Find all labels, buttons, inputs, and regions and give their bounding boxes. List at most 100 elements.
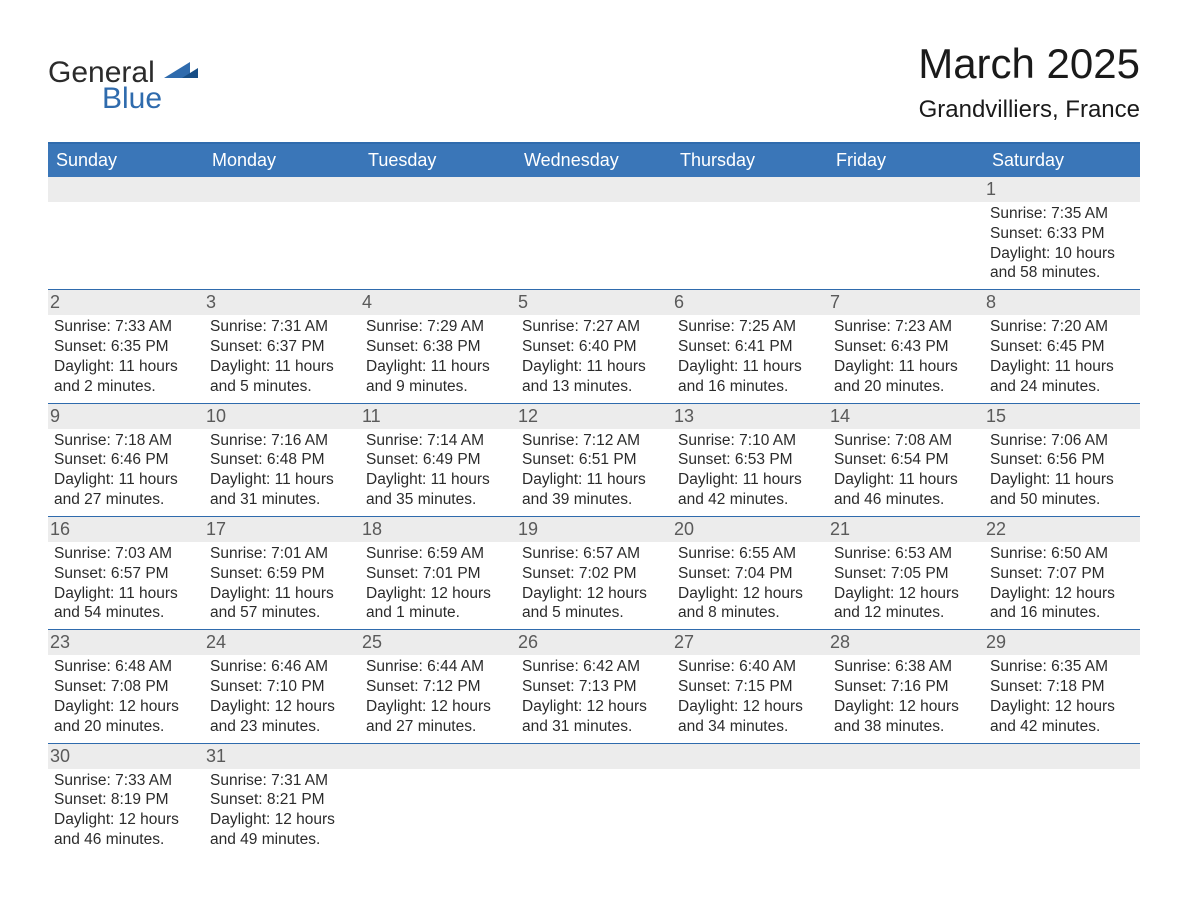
day-sunset: Sunset: 6:57 PM [54, 564, 198, 584]
day-sunset: Sunset: 6:53 PM [678, 450, 822, 470]
day-sunrise: Sunrise: 7:23 AM [834, 317, 978, 337]
day-sunrise: Sunrise: 7:29 AM [366, 317, 510, 337]
day-data [360, 202, 516, 289]
day-sunset: Sunset: 7:12 PM [366, 677, 510, 697]
day-data: Sunrise: 7:08 AMSunset: 6:54 PMDaylight:… [828, 429, 984, 516]
title-block: March 2025 Grandvilliers, France [918, 40, 1140, 124]
day-daylight1: Daylight: 12 hours [210, 697, 354, 717]
day-sunset: Sunset: 7:08 PM [54, 677, 198, 697]
calendar-week: 1Sunrise: 7:35 AMSunset: 6:33 PMDaylight… [48, 177, 1140, 289]
day-number: 13 [672, 404, 828, 429]
day-number: 28 [828, 630, 984, 655]
day-daylight1: Daylight: 12 hours [834, 697, 978, 717]
daynum-row: 9101112131415 [48, 404, 1140, 429]
day-data: Sunrise: 7:25 AMSunset: 6:41 PMDaylight:… [672, 315, 828, 402]
day-sunrise: Sunrise: 7:33 AM [54, 317, 198, 337]
daynum-row: 2345678 [48, 290, 1140, 315]
day-daylight2: and 20 minutes. [834, 377, 978, 397]
day-sunrise: Sunrise: 7:35 AM [990, 204, 1134, 224]
daydata-row: Sunrise: 7:33 AMSunset: 8:19 PMDaylight:… [48, 769, 1140, 856]
day-daylight1: Daylight: 10 hours [990, 244, 1134, 264]
day-number: 7 [828, 290, 984, 315]
calendar-week: 2345678Sunrise: 7:33 AMSunset: 6:35 PMDa… [48, 289, 1140, 402]
day-daylight1: Daylight: 12 hours [366, 697, 510, 717]
day-sunset: Sunset: 6:45 PM [990, 337, 1134, 357]
calendar-week: 9101112131415Sunrise: 7:18 AMSunset: 6:4… [48, 403, 1140, 516]
day-daylight1: Daylight: 12 hours [522, 584, 666, 604]
day-data [828, 202, 984, 289]
calendar-header-row: SundayMondayTuesdayWednesdayThursdayFrid… [48, 144, 1140, 177]
day-sunrise: Sunrise: 6:59 AM [366, 544, 510, 564]
day-data: Sunrise: 7:31 AMSunset: 6:37 PMDaylight:… [204, 315, 360, 402]
calendar-week: 23242526272829Sunrise: 6:48 AMSunset: 7:… [48, 629, 1140, 742]
day-sunset: Sunset: 8:19 PM [54, 790, 198, 810]
day-sunrise: Sunrise: 7:31 AM [210, 771, 354, 791]
day-daylight1: Daylight: 11 hours [990, 357, 1134, 377]
day-sunrise: Sunrise: 7:12 AM [522, 431, 666, 451]
day-sunset: Sunset: 6:41 PM [678, 337, 822, 357]
day-number: 2 [48, 290, 204, 315]
day-data: Sunrise: 6:59 AMSunset: 7:01 PMDaylight:… [360, 542, 516, 629]
day-data: Sunrise: 7:12 AMSunset: 6:51 PMDaylight:… [516, 429, 672, 516]
day-sunset: Sunset: 6:51 PM [522, 450, 666, 470]
daydata-row: Sunrise: 7:03 AMSunset: 6:57 PMDaylight:… [48, 542, 1140, 629]
day-data: Sunrise: 7:33 AMSunset: 6:35 PMDaylight:… [48, 315, 204, 402]
day-data: Sunrise: 7:03 AMSunset: 6:57 PMDaylight:… [48, 542, 204, 629]
day-number: 3 [204, 290, 360, 315]
day-daylight2: and 46 minutes. [834, 490, 978, 510]
day-sunrise: Sunrise: 6:55 AM [678, 544, 822, 564]
day-number [672, 744, 828, 769]
daynum-row: 1 [48, 177, 1140, 202]
day-data: Sunrise: 6:55 AMSunset: 7:04 PMDaylight:… [672, 542, 828, 629]
day-sunrise: Sunrise: 7:18 AM [54, 431, 198, 451]
day-daylight2: and 12 minutes. [834, 603, 978, 623]
day-daylight2: and 49 minutes. [210, 830, 354, 850]
day-daylight2: and 16 minutes. [990, 603, 1134, 623]
day-data: Sunrise: 6:57 AMSunset: 7:02 PMDaylight:… [516, 542, 672, 629]
daynum-row: 23242526272829 [48, 630, 1140, 655]
day-daylight1: Daylight: 11 hours [678, 357, 822, 377]
day-sunset: Sunset: 6:37 PM [210, 337, 354, 357]
day-data: Sunrise: 6:48 AMSunset: 7:08 PMDaylight:… [48, 655, 204, 742]
day-data: Sunrise: 6:53 AMSunset: 7:05 PMDaylight:… [828, 542, 984, 629]
day-daylight2: and 57 minutes. [210, 603, 354, 623]
day-number: 16 [48, 517, 204, 542]
logo-text: General Blue [48, 58, 162, 114]
day-number: 12 [516, 404, 672, 429]
day-data: Sunrise: 7:33 AMSunset: 8:19 PMDaylight:… [48, 769, 204, 856]
day-number [672, 177, 828, 202]
day-daylight2: and 35 minutes. [366, 490, 510, 510]
day-number: 5 [516, 290, 672, 315]
day-sunrise: Sunrise: 7:20 AM [990, 317, 1134, 337]
day-sunset: Sunset: 7:07 PM [990, 564, 1134, 584]
day-sunset: Sunset: 6:40 PM [522, 337, 666, 357]
day-daylight1: Daylight: 12 hours [54, 810, 198, 830]
day-sunrise: Sunrise: 7:33 AM [54, 771, 198, 791]
day-data: Sunrise: 6:35 AMSunset: 7:18 PMDaylight:… [984, 655, 1140, 742]
day-daylight2: and 38 minutes. [834, 717, 978, 737]
day-number: 6 [672, 290, 828, 315]
day-sunset: Sunset: 6:59 PM [210, 564, 354, 584]
weekday-header-wednesday: Wednesday [516, 144, 672, 177]
day-number: 14 [828, 404, 984, 429]
daydata-row: Sunrise: 7:35 AMSunset: 6:33 PMDaylight:… [48, 202, 1140, 289]
day-daylight1: Daylight: 11 hours [210, 584, 354, 604]
day-daylight2: and 31 minutes. [522, 717, 666, 737]
day-number [984, 744, 1140, 769]
day-sunset: Sunset: 7:10 PM [210, 677, 354, 697]
day-daylight2: and 16 minutes. [678, 377, 822, 397]
day-data [828, 769, 984, 856]
day-sunset: Sunset: 6:38 PM [366, 337, 510, 357]
day-sunrise: Sunrise: 6:35 AM [990, 657, 1134, 677]
day-sunset: Sunset: 6:43 PM [834, 337, 978, 357]
day-number: 1 [984, 177, 1140, 202]
day-sunrise: Sunrise: 6:46 AM [210, 657, 354, 677]
day-sunrise: Sunrise: 7:08 AM [834, 431, 978, 451]
day-data: Sunrise: 7:27 AMSunset: 6:40 PMDaylight:… [516, 315, 672, 402]
day-sunrise: Sunrise: 7:27 AM [522, 317, 666, 337]
day-daylight1: Daylight: 12 hours [990, 584, 1134, 604]
day-daylight2: and 13 minutes. [522, 377, 666, 397]
day-number [516, 744, 672, 769]
daydata-row: Sunrise: 6:48 AMSunset: 7:08 PMDaylight:… [48, 655, 1140, 742]
day-daylight1: Daylight: 11 hours [990, 470, 1134, 490]
